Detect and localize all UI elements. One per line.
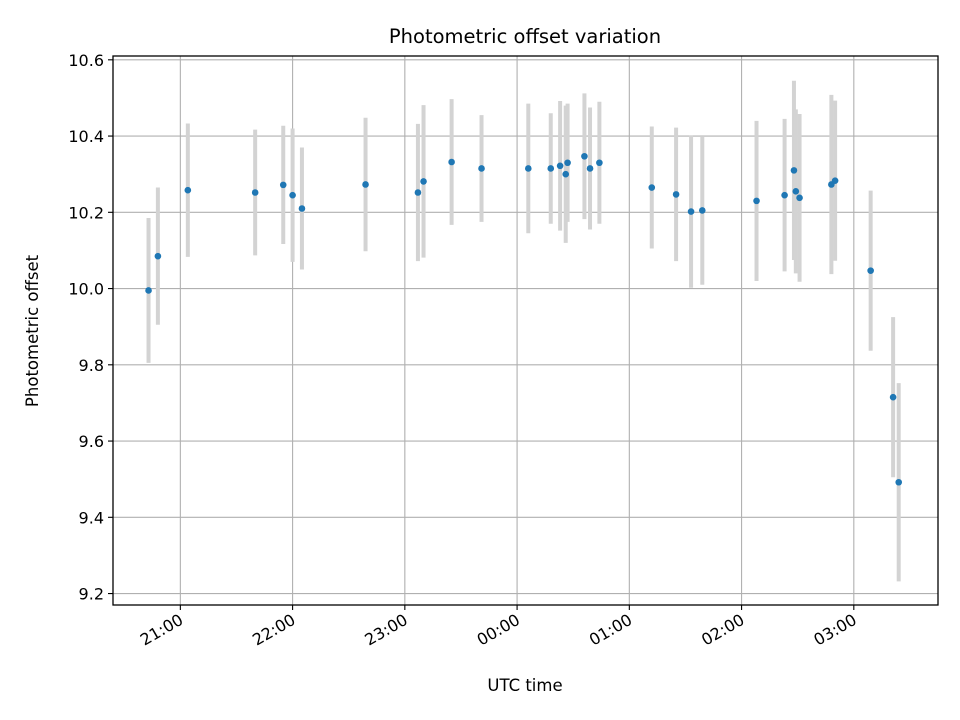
data-point [525,165,532,172]
data-point [781,191,788,199]
data-point [586,165,594,172]
data-point [154,252,162,260]
data-point [581,152,588,160]
y-tick-label: 10.0 [68,280,104,299]
data-point [867,267,874,274]
data-point [596,159,603,167]
data-point [698,207,706,214]
data-point [184,186,192,194]
data-point [414,189,422,196]
data-point [298,205,306,212]
data-point [420,178,427,185]
y-tick-label: 9.6 [79,432,104,451]
y-tick-label: 9.2 [79,585,104,604]
data-point [672,191,680,198]
y-tick-label: 9.8 [79,356,104,375]
data-point [448,158,455,166]
data-point [279,181,287,189]
data-point [547,165,555,172]
y-tick-label: 10.6 [68,51,104,70]
y-tick-label: 9.4 [79,508,104,527]
plot-frame [112,55,939,606]
y-tick-label: 10.2 [68,203,104,222]
data-point [831,177,839,184]
data-point [564,159,571,167]
y-tick-label: 10.4 [68,127,104,146]
chart-title: Photometric offset variation [389,25,661,48]
y-axis-title: Photometric offset [23,254,42,407]
data-point [289,191,296,199]
data-point [889,393,897,401]
data-point [790,167,798,174]
data-point [556,162,564,170]
data-points [145,152,903,486]
data-point [753,197,760,205]
data-point [562,170,570,178]
data-point [362,181,369,188]
data-point [145,287,152,294]
data-point [251,189,259,196]
data-point [478,165,485,172]
data-point [687,208,695,215]
data-point [796,194,803,202]
y-axis-ticks: 9.2 9.4 9.6 9.8 10.0 10.2 10.4 10.6 [68,51,113,604]
data-point [648,184,656,191]
data-point [792,188,800,195]
data-point [895,478,903,486]
x-axis-title: UTC time [487,676,562,695]
